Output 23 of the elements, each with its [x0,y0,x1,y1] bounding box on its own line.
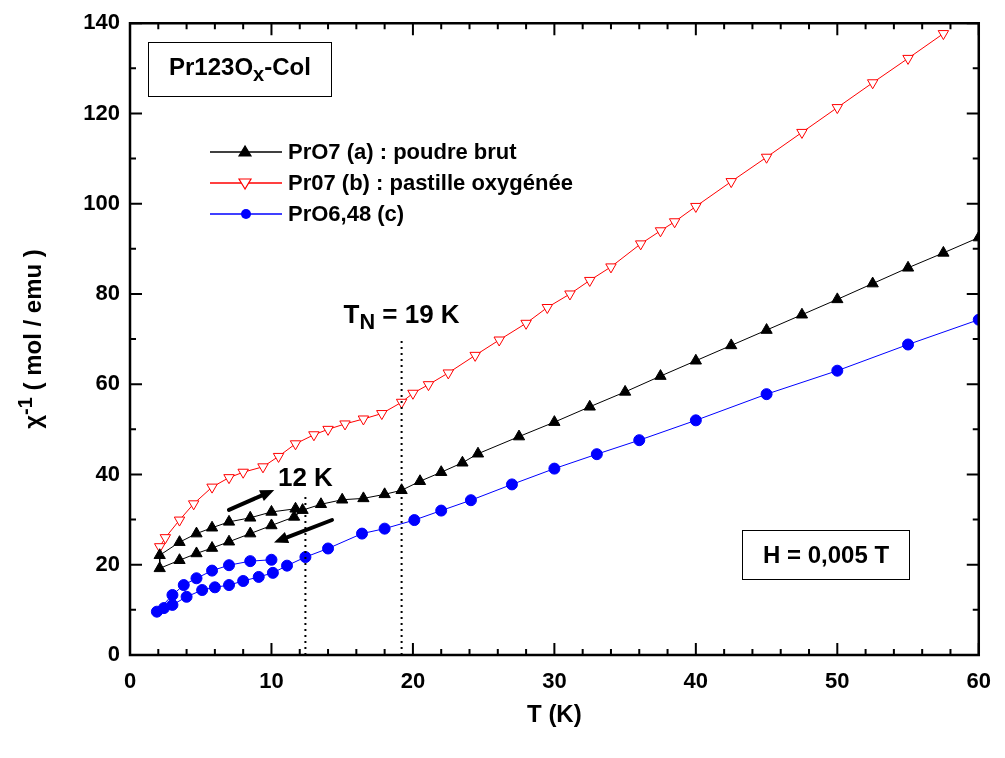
y-tick-label: 40 [95,460,120,486]
legend-label: PrO7 (a) : poudre brut [288,138,517,165]
y-tick-label: 120 [83,99,120,125]
x-tick-label: 30 [542,668,567,694]
y-tick-label: 0 [107,641,120,667]
y-tick-label: 100 [83,189,120,215]
annotation: 12 K [277,462,333,494]
y-tick-label: 80 [95,280,120,306]
y-tick-label: 140 [83,9,120,35]
x-tick-label: 20 [400,668,426,694]
x-axis-title: T (K) [527,700,582,728]
y-tick-label: 20 [95,550,120,576]
annotation: Pr123O$_{x}$-Col [148,42,332,97]
x-tick-label: 60 [966,668,992,694]
x-tick-label: 50 [825,668,850,694]
legend-label: PrO6,48 (c) [288,200,405,227]
annotation: H = 0,005 T [742,530,911,580]
x-tick-label: 10 [259,668,284,694]
x-tick-label: 40 [683,668,709,694]
legend-label: Pr07 (b) : pastille oxygénée [288,169,573,196]
y-tick-label: 60 [95,370,120,396]
annotation: T$_{N}$ = 19 K [343,298,460,336]
x-tick-label: 0 [123,668,137,694]
